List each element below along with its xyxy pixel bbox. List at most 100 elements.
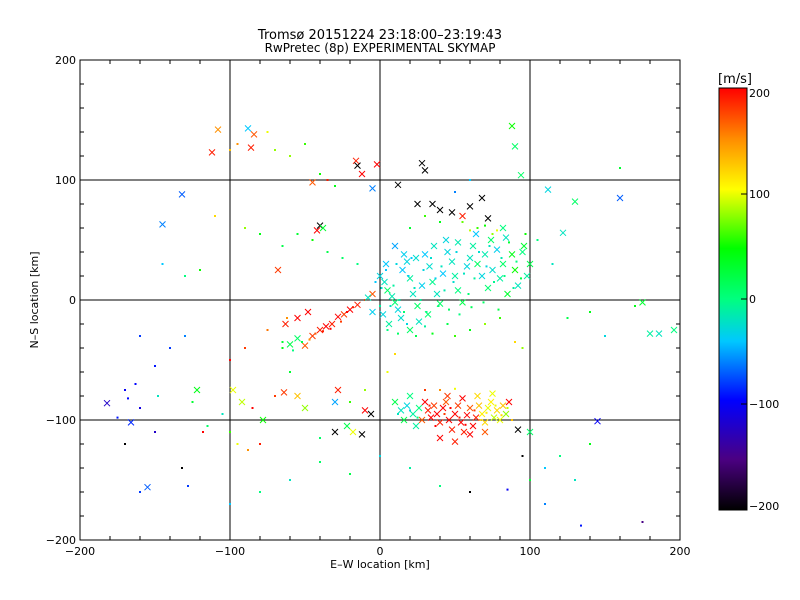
data-point-cross xyxy=(238,398,246,406)
data-point-dot xyxy=(259,491,261,493)
data-point-cross xyxy=(319,224,327,232)
data-point-dot xyxy=(428,404,431,407)
data-point-cross xyxy=(328,320,336,328)
data-points xyxy=(103,122,678,527)
data-point-cross xyxy=(463,263,471,270)
data-point-dot xyxy=(356,263,359,265)
data-point-dot xyxy=(529,479,531,481)
data-point-dot xyxy=(266,131,269,133)
data-point-cross xyxy=(364,294,372,301)
colorbar-tick-label: 0 xyxy=(749,293,756,306)
data-point-dot xyxy=(379,455,381,457)
data-point-cross xyxy=(559,229,567,237)
data-point-dot xyxy=(319,461,321,463)
data-point-dot xyxy=(641,521,644,523)
data-point-dot xyxy=(479,419,482,421)
data-point-cross xyxy=(424,407,432,414)
data-point-cross xyxy=(294,392,301,400)
data-point-dot xyxy=(187,485,189,487)
data-point-dot xyxy=(398,299,401,301)
data-point-dot xyxy=(455,251,458,253)
data-point-dot xyxy=(619,167,621,169)
data-point-dot xyxy=(385,269,387,271)
data-point-cross xyxy=(159,221,166,228)
data-point-cross xyxy=(193,386,201,394)
data-point-dot xyxy=(454,387,456,390)
data-point-cross xyxy=(409,410,417,418)
data-point-cross xyxy=(358,431,366,438)
data-point-cross xyxy=(304,308,312,316)
data-point-cross xyxy=(418,159,426,167)
data-point-dot xyxy=(202,431,204,433)
data-point-cross xyxy=(514,282,522,289)
data-point-dot xyxy=(566,317,569,319)
data-point-cross xyxy=(244,125,252,132)
data-point-cross xyxy=(313,227,321,234)
data-point-cross xyxy=(229,386,237,394)
data-point-dot xyxy=(374,281,377,283)
data-point-cross xyxy=(504,290,511,298)
data-point-dot xyxy=(464,423,467,426)
data-point-dot xyxy=(139,335,141,337)
data-point-cross xyxy=(502,410,510,418)
data-point-dot xyxy=(407,275,410,277)
data-point-cross xyxy=(478,272,486,280)
data-point-dot xyxy=(454,191,456,193)
data-point-cross xyxy=(519,248,526,256)
data-point-cross xyxy=(459,299,466,306)
minor-ticks xyxy=(79,59,681,541)
data-point-dot xyxy=(379,305,381,307)
data-point-cross xyxy=(484,215,492,222)
data-point-dot xyxy=(506,488,509,491)
data-point-cross xyxy=(376,272,384,280)
data-point-cross xyxy=(499,224,507,232)
data-point-cross xyxy=(144,483,151,491)
data-point-cross xyxy=(439,404,447,412)
y-tick-label: −200 xyxy=(46,534,76,547)
data-point-cross xyxy=(639,299,646,306)
data-point-cross xyxy=(454,287,462,294)
data-point-dot xyxy=(184,275,186,277)
data-point-cross xyxy=(397,314,405,322)
data-point-cross xyxy=(448,258,456,265)
data-point-dot xyxy=(431,332,434,335)
y-tick-label: 0 xyxy=(69,294,76,307)
data-point-dot xyxy=(214,215,216,217)
data-point-cross xyxy=(247,144,255,151)
data-point-dot xyxy=(181,467,183,469)
data-point-dot xyxy=(494,404,497,407)
data-point-cross xyxy=(388,293,396,300)
data-point-dot xyxy=(485,411,488,414)
data-point-dot xyxy=(289,371,291,373)
data-point-cross xyxy=(379,311,387,318)
data-point-cross xyxy=(358,170,366,178)
data-point-dot xyxy=(116,416,119,419)
data-point-cross xyxy=(426,263,433,270)
data-point-dot xyxy=(493,281,495,283)
data-point-dot xyxy=(380,287,383,289)
data-point-cross xyxy=(463,411,471,419)
data-point-dot xyxy=(589,311,591,313)
data-point-dot xyxy=(281,245,284,247)
data-point-dot xyxy=(229,149,231,151)
data-point-cross xyxy=(489,266,496,274)
data-point-dot xyxy=(439,221,441,223)
data-point-cross xyxy=(670,326,678,334)
data-point-dot xyxy=(574,479,576,481)
data-point-dot xyxy=(397,332,399,335)
data-point-dot xyxy=(326,251,329,253)
data-point-cross xyxy=(430,242,438,250)
data-point-cross xyxy=(469,242,477,250)
data-point-cross xyxy=(472,414,480,421)
data-point-dot xyxy=(425,311,428,313)
data-point-cross xyxy=(208,149,216,156)
data-point-cross xyxy=(403,402,411,409)
data-point-dot xyxy=(334,185,336,187)
data-point-cross xyxy=(421,251,429,258)
data-point-cross xyxy=(301,404,309,412)
data-point-cross xyxy=(391,398,399,406)
data-point-dot xyxy=(322,330,324,333)
data-point-cross xyxy=(354,301,361,309)
data-point-cross xyxy=(508,251,516,258)
data-point-cross xyxy=(403,258,411,265)
